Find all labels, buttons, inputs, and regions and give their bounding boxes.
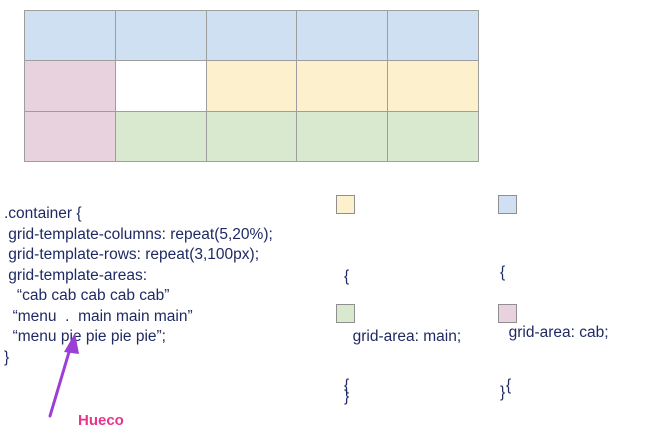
grid-cell-empty: [115, 61, 207, 112]
grid-cell-main: [206, 61, 298, 112]
grid-cell-cab: [388, 11, 479, 62]
main-color-swatch: [336, 195, 355, 214]
code-line: grid-template-rows: repeat(3,100px);: [4, 246, 260, 263]
grid-cell-cab: [297, 11, 389, 62]
css-code-block: .container { grid-template-columns: repe…: [4, 204, 273, 368]
grid-cell-pie: [115, 111, 207, 162]
grid-cell-menu: [25, 111, 116, 162]
rule-line: {: [344, 377, 350, 394]
grid-cell-cab: [115, 11, 207, 62]
grid-cell-pie: [388, 111, 479, 162]
code-line: “cab cab cab cab cab”: [4, 287, 170, 304]
rule-line: {: [506, 377, 512, 394]
code-line: grid-template-columns: repeat(5,20%);: [4, 225, 273, 243]
grid-cell-cab: [206, 11, 298, 62]
rule-line: grid-area: cab;: [500, 324, 609, 341]
grid-cell-menu: [25, 61, 116, 112]
menu-color-swatch: [498, 304, 517, 323]
pie-rule: { grid-area: pie; }: [344, 336, 448, 438]
rule-line: }: [500, 384, 506, 401]
code-line: “menu . main main main”: [4, 307, 193, 325]
code-line: .container {: [4, 205, 82, 222]
code-line: }: [4, 348, 10, 366]
code-line: grid-template-areas:: [4, 266, 148, 284]
rule-line: }: [344, 388, 350, 405]
cab-rule: { grid-area: cab; }: [500, 223, 609, 438]
menu-rule: { grid-area: menu; }: [506, 336, 628, 438]
grid-cell-main: [297, 61, 389, 112]
grid-layout-diagram: [24, 10, 479, 162]
main-rule: { grid-area: main; }: [344, 227, 461, 438]
cab-color-swatch: [498, 195, 517, 214]
code-line: “menu pie pie pie pie”;: [4, 328, 166, 345]
grid-cell-pie: [297, 111, 389, 162]
rule-line: grid-area: main;: [344, 328, 462, 345]
grid-cell-main: [388, 61, 479, 112]
pie-color-swatch: [336, 304, 355, 323]
rule-line: {: [344, 268, 350, 285]
grid-cell-pie: [206, 111, 298, 162]
grid-cell-cab: [25, 11, 116, 62]
rule-line: {: [500, 264, 506, 281]
hueco-label: Hueco: [78, 412, 124, 429]
